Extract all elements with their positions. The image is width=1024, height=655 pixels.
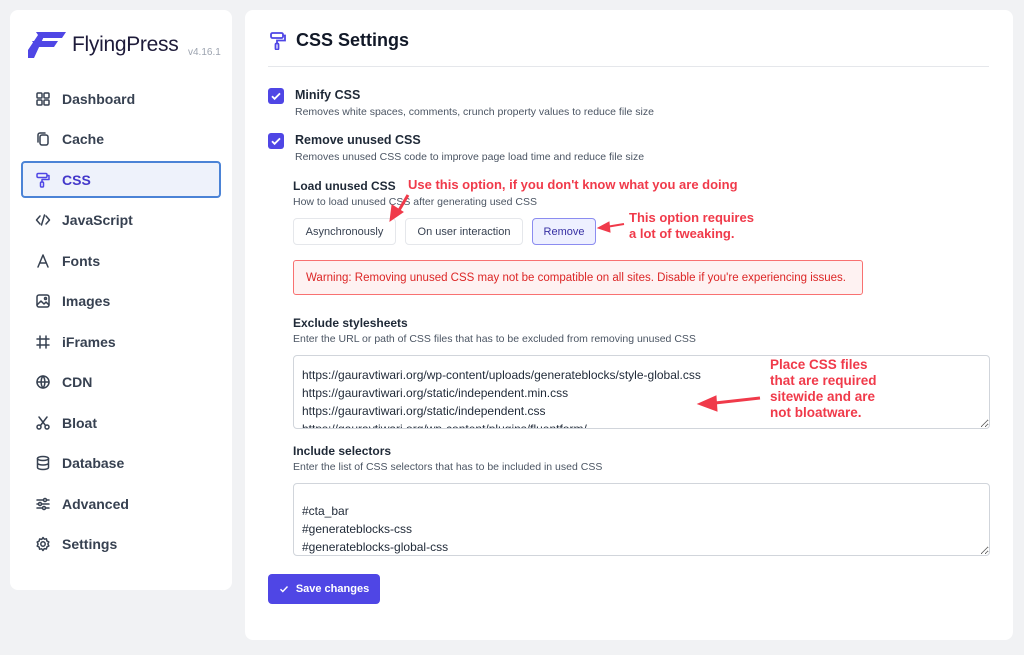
paint-roller-icon [36,172,50,188]
paint-roller-icon [270,31,286,50]
sidebar-item-label: Images [62,293,111,309]
sidebar-item-label: Database [62,455,125,471]
include-selectors-input[interactable]: #cta_bar #generateblocks-css #generatebl… [293,483,990,556]
remove-unused-css-checkbox[interactable] [268,133,284,149]
gear-icon [36,536,50,552]
sidebar: FlyingPress v4.16.1 Dashboard Cache CSS Jav… [10,10,232,590]
load-unused-css-desc: How to load unused CSS after generating … [293,196,537,208]
sidebar-item-label: Cache [62,131,105,147]
option-on-user-interaction[interactable]: On user interaction [405,218,523,245]
minify-css-desc: Removes white spaces, comments, crunch p… [295,106,654,118]
scissors-icon [36,415,50,430]
annotation-remove: This option requires a lot of tweaking. [629,210,754,241]
sidebar-item-label: JavaScript [62,212,133,228]
sidebar-item-bloat[interactable]: Bloat [21,404,221,441]
page-title: CSS Settings [270,30,409,51]
sidebar-item-cache[interactable]: Cache [21,121,221,158]
include-selectors-desc: Enter the list of CSS selectors that has… [293,461,603,473]
page-title-text: CSS Settings [296,30,410,50]
remove-unused-css-desc: Removes unused CSS code to improve page … [295,151,645,163]
save-changes-label: Save changes [295,583,370,595]
logo: FlyingPress [28,32,179,58]
check-icon [279,586,288,593]
sidebar-item-advanced[interactable]: Advanced [21,485,221,522]
grid-icon [36,91,50,106]
copy-icon [37,132,49,146]
sidebar-item-label: Dashboard [62,90,136,107]
sidebar-item-label: CSS [62,171,91,188]
globe-icon [36,375,50,389]
brand-name: FlyingPress [72,33,179,56]
option-remove[interactable]: Remove [532,218,596,245]
divider [268,66,989,67]
database-icon [36,455,50,471]
flyingpress-logo-icon [28,32,66,58]
sidebar-item-label: iFrames [62,333,116,350]
sidebar-item-label: Advanced [62,495,129,512]
exclude-stylesheets-input[interactable]: https://gauravtiwari.org/wp-content/uplo… [293,355,990,429]
sidebar-item-label: Settings [62,536,118,552]
sidebar-item-dashboard[interactable]: Dashboard [21,80,221,117]
check-icon [271,137,281,146]
save-changes-button[interactable]: Save changes [268,574,380,604]
annotation-exclude: Place CSS files that are required sitewi… [770,357,877,420]
annotation-top: Use this option, if you don't know what … [408,177,738,192]
warning-alert: Warning: Removing unused CSS may not be … [293,260,863,295]
code-icon [35,214,51,226]
main-panel: CSS Settings Minify CSS Removes white sp… [245,10,1013,640]
sidebar-item-fonts[interactable]: Fonts [21,242,221,279]
sliders-icon [36,497,50,510]
exclude-stylesheets-label: Exclude stylesheets [293,316,408,330]
font-icon [37,253,49,268]
sidebar-item-images[interactable]: Images [21,283,221,320]
check-icon [271,92,281,101]
sidebar-item-database[interactable]: Database [21,445,221,482]
option-asynchronously[interactable]: Asynchronously [293,218,396,245]
minify-css-checkbox[interactable] [268,88,284,104]
sidebar-item-label: CDN [62,374,93,390]
sidebar-item-label: Fonts [62,252,101,269]
sidebar-item-settings[interactable]: Settings [21,526,221,563]
hash-icon [36,334,50,349]
sidebar-item-css[interactable]: CSS [21,161,221,198]
sidebar-item-label: Bloat [62,414,97,431]
version: v4.16.1 [188,47,221,58]
include-selectors-label: Include selectors [293,444,392,458]
load-unused-css-label: Load unused CSS [293,179,396,193]
sidebar-item-iframes[interactable]: iFrames [21,323,221,360]
exclude-stylesheets-desc: Enter the URL or path of CSS files that … [293,333,696,345]
sidebar-nav: Dashboard Cache CSS JavaScript Fonts Images iF… [21,80,221,566]
image-icon [36,294,50,308]
minify-css-label: Minify CSS [295,88,361,102]
remove-unused-css-label: Remove unused CSS [295,133,421,147]
sidebar-item-javascript[interactable]: JavaScript [21,202,221,239]
sidebar-item-cdn[interactable]: CDN [21,364,221,401]
